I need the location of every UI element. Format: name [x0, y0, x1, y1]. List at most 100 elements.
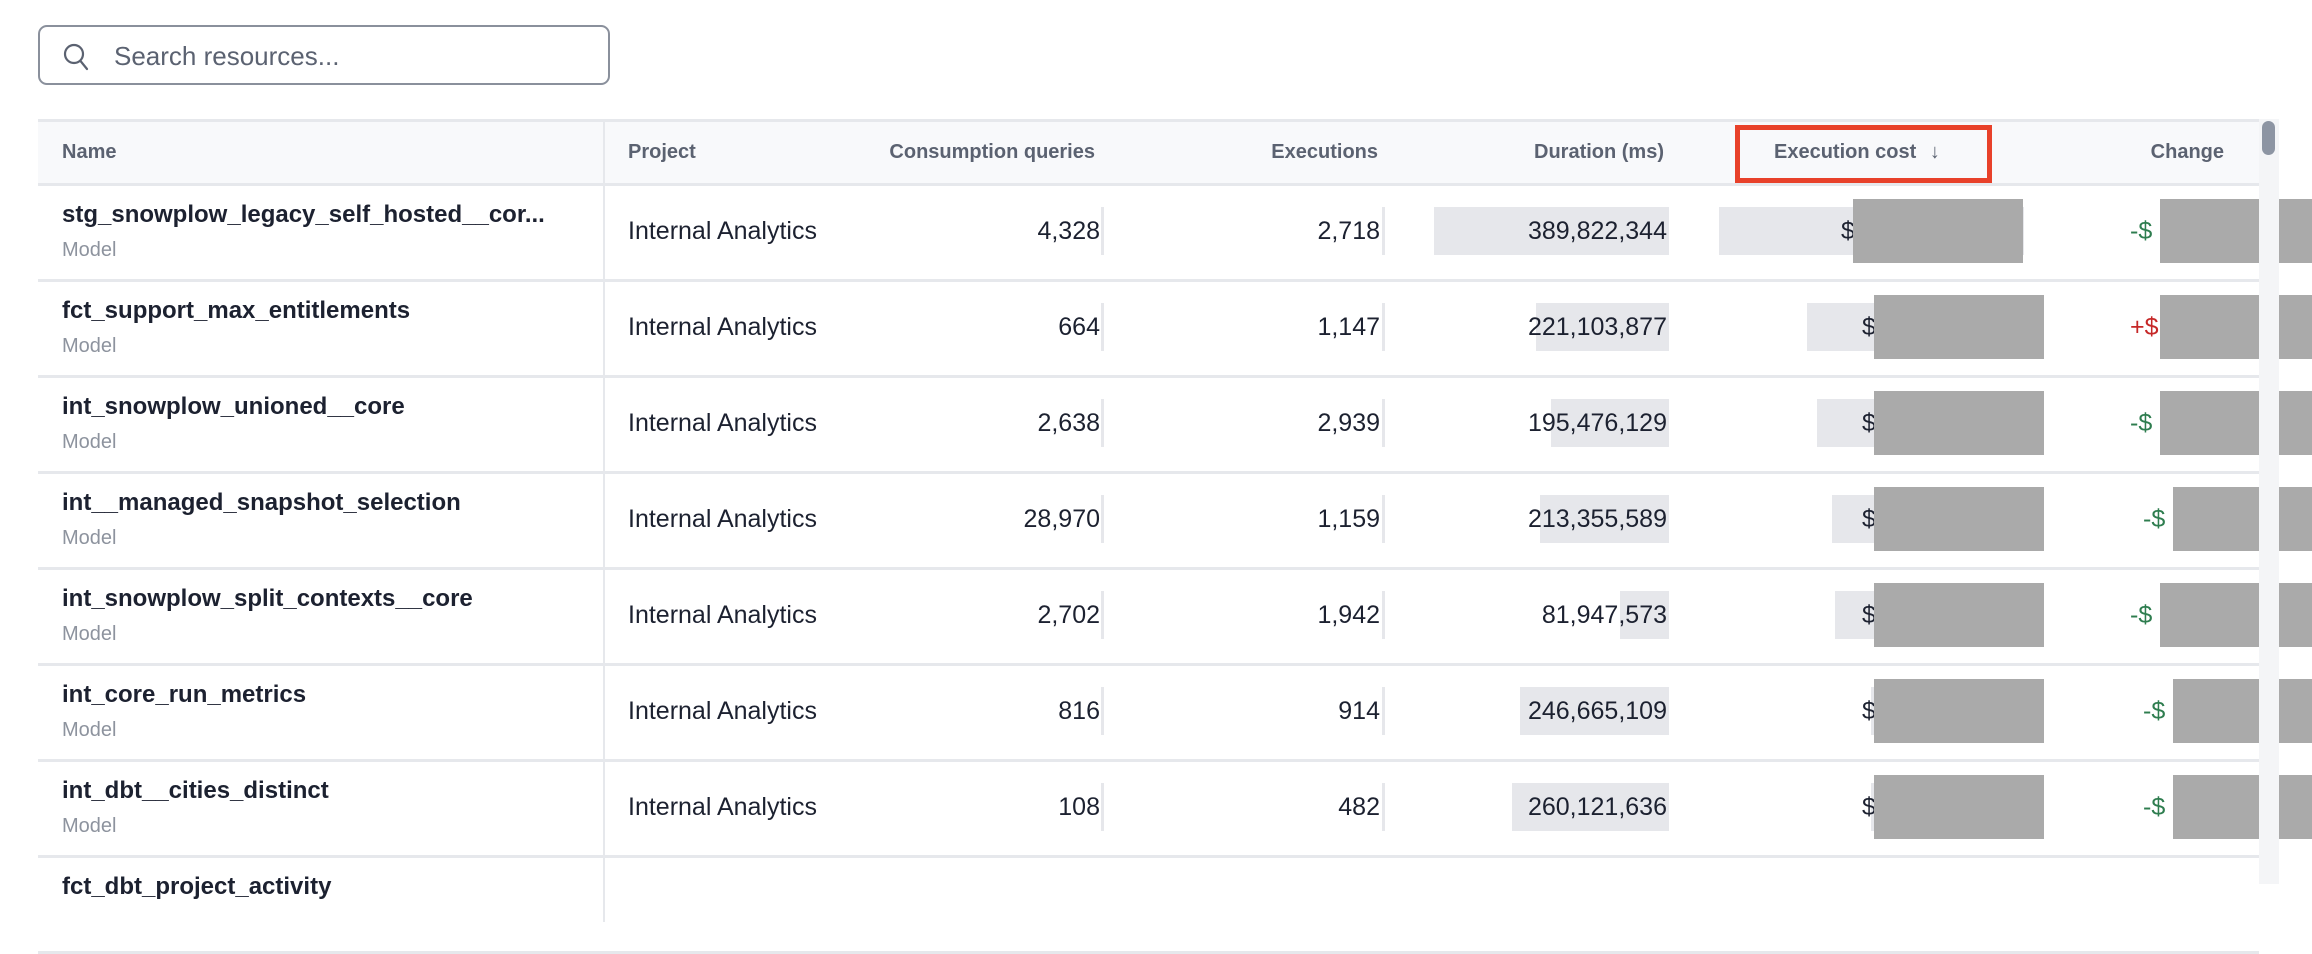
consumption-bar: [1101, 207, 1104, 255]
executions-bar: [1382, 399, 1385, 447]
project-cell: Internal Analytics: [628, 697, 817, 725]
redacted-execution-cost: [1853, 199, 2023, 263]
resource-name[interactable]: int_dbt__cities_distinct: [62, 777, 329, 804]
column-header-project[interactable]: Project: [628, 141, 696, 163]
project-cell: Internal Analytics: [628, 217, 817, 245]
resource-type: Model: [62, 527, 117, 549]
sort-highlight-box: [1735, 125, 1992, 183]
table-row[interactable]: int_snowplow_split_contexts__core Model I…: [38, 567, 2312, 666]
executions-cell: 1,942: [1317, 601, 1380, 629]
redacted-change: [2160, 199, 2312, 263]
redacted-change: [2173, 679, 2312, 743]
consumption-bar: [1101, 495, 1104, 543]
consumption-bar: [1101, 303, 1104, 351]
table-row[interactable]: int_core_run_metrics Model Internal Analy…: [38, 663, 2312, 762]
resource-type: Model: [62, 431, 117, 453]
change-prefix: -$: [2143, 793, 2166, 821]
duration-bar: [1536, 303, 1669, 351]
consumption-bar: [1101, 783, 1104, 831]
resource-name[interactable]: int_core_run_metrics: [62, 681, 307, 708]
table-header: Name Project Consumption queries Executi…: [38, 122, 2259, 186]
column-header-executions[interactable]: Executions: [1271, 141, 1378, 163]
consumption-bar: [1101, 591, 1104, 639]
change-prefix: -$: [2130, 409, 2153, 437]
duration-cell: 260,121,636: [1527, 793, 1667, 821]
search-input[interactable]: [112, 35, 596, 77]
table-row[interactable]: int_dbt__cities_distinct Model Internal A…: [38, 759, 2312, 858]
execution-cost-prefix: $: [1862, 409, 1876, 437]
resource-type: Model: [62, 239, 117, 261]
column-divider: [603, 122, 605, 922]
consumption-queries-cell: 2,638: [1037, 409, 1100, 437]
redacted-change: [2160, 295, 2312, 359]
resource-type: Model: [62, 335, 117, 357]
executions-cell: 2,939: [1317, 409, 1380, 437]
project-cell: Internal Analytics: [628, 793, 817, 821]
execution-cost-prefix: $: [1862, 601, 1876, 629]
resource-name[interactable]: int__managed_snapshot_selection: [62, 489, 461, 516]
resource-name[interactable]: int_snowplow_split_contexts__core: [62, 585, 473, 612]
executions-cell: 482: [1338, 793, 1380, 821]
redacted-change: [2173, 487, 2312, 551]
consumption-bar: [1101, 399, 1104, 447]
resource-type: Model: [62, 815, 117, 837]
execution-cost-prefix: $: [1862, 505, 1876, 533]
change-prefix: +$: [2130, 313, 2159, 341]
executions-bar: [1382, 303, 1385, 351]
duration-cell: 195,476,129: [1527, 409, 1667, 437]
project-cell: Internal Analytics: [628, 601, 817, 629]
change-prefix: -$: [2130, 217, 2153, 245]
column-header-duration[interactable]: Duration (ms): [1534, 141, 1664, 163]
executions-bar: [1382, 591, 1385, 639]
redacted-execution-cost: [1874, 583, 2044, 647]
column-header-consumption-queries[interactable]: Consumption queries: [889, 141, 1095, 163]
change-prefix: -$: [2143, 505, 2166, 533]
resource-name[interactable]: stg_snowplow_legacy_self_hosted__cor...: [62, 201, 545, 228]
execution-cost-label: Execution cost: [1774, 141, 1917, 163]
duration-bar: [1540, 495, 1669, 543]
table-row[interactable]: fct_support_max_entitlements Model Intern…: [38, 279, 2312, 378]
table-row[interactable]: int_snowplow_unioned__core Model Internal…: [38, 375, 2312, 474]
redacted-execution-cost: [1874, 487, 2044, 551]
resource-name[interactable]: fct_support_max_entitlements: [62, 297, 411, 324]
table-row[interactable]: stg_snowplow_legacy_self_hosted__cor... …: [38, 183, 2312, 282]
column-header-execution-cost[interactable]: Execution cost ↓: [1774, 141, 1940, 164]
scrollbar-thumb[interactable]: [2262, 121, 2275, 155]
redacted-execution-cost: [1874, 391, 2044, 455]
table-row[interactable]: int__managed_snapshot_selection Model Int…: [38, 471, 2312, 570]
resource-type: Model: [62, 719, 117, 741]
consumption-queries-cell: 664: [1058, 313, 1100, 341]
duration-cell: 81,947,573: [1541, 601, 1667, 629]
search-input-container[interactable]: [38, 25, 610, 85]
duration-bar: [1434, 207, 1669, 255]
redacted-execution-cost: [1874, 295, 2044, 359]
redacted-change: [2160, 583, 2312, 647]
duration-bar: [1520, 687, 1669, 735]
duration-bar: [1620, 591, 1669, 639]
table-row[interactable]: fct_dbt_project_activity: [38, 855, 2259, 954]
resources-table: Name Project Consumption queries Executi…: [38, 119, 2312, 954]
duration-cell: 221,103,877: [1527, 313, 1667, 341]
executions-bar: [1382, 495, 1385, 543]
consumption-queries-cell: 816: [1058, 697, 1100, 725]
column-header-name[interactable]: Name: [62, 141, 117, 163]
change-prefix: -$: [2130, 601, 2153, 629]
resource-name[interactable]: fct_dbt_project_activity: [62, 873, 332, 900]
resource-name[interactable]: int_snowplow_unioned__core: [62, 393, 405, 420]
vertical-scrollbar[interactable]: [2259, 119, 2279, 884]
execution-cost-prefix: $: [1862, 697, 1876, 725]
consumption-queries-cell: 4,328: [1037, 217, 1100, 245]
redacted-change: [2173, 775, 2312, 839]
duration-cell: 389,822,344: [1527, 217, 1667, 245]
executions-cell: 1,159: [1317, 505, 1380, 533]
execution-cost-prefix: $: [1841, 217, 1855, 245]
execution-cost-prefix: $: [1862, 793, 1876, 821]
consumption-bar: [1101, 687, 1104, 735]
column-header-change[interactable]: Change: [2150, 141, 2224, 163]
executions-cell: 1,147: [1317, 313, 1380, 341]
project-cell: Internal Analytics: [628, 505, 817, 533]
executions-cell: 2,718: [1317, 217, 1380, 245]
executions-bar: [1382, 687, 1385, 735]
executions-cell: 914: [1338, 697, 1380, 725]
project-cell: Internal Analytics: [628, 409, 817, 437]
